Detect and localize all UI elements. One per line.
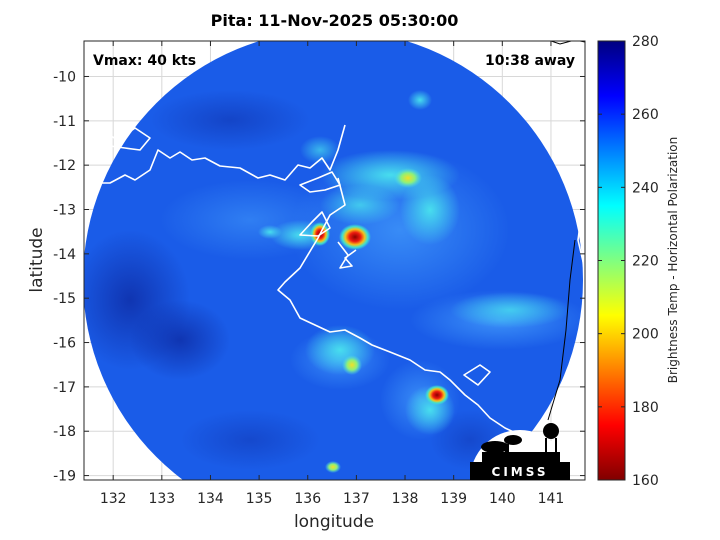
y-tick-label: -14 [53, 247, 76, 263]
x-tick-label: 133 [148, 491, 175, 507]
y-tick-label: -12 [53, 158, 76, 174]
coastline [84, 124, 585, 466]
coastline-outside-swath [547, 41, 585, 421]
colorbar [597, 40, 626, 481]
brightness-temperature-swath [84, 41, 583, 480]
colorbar-tick-label: 180 [632, 400, 659, 416]
colorbar-ticks: 160 180 200 220 240 260 280 [598, 34, 659, 489]
y-tick-label: -10 [53, 69, 76, 85]
x-tick-label: 141 [538, 491, 565, 507]
x-tick-labels: 132 133 134 135 136 137 138 139 140 141 [100, 491, 565, 507]
y-tick-label: -16 [53, 336, 76, 352]
x-tick-label: 136 [294, 491, 321, 507]
colorbar-tick-label: 280 [632, 34, 659, 50]
x-tick-label: 132 [100, 491, 127, 507]
plot-frame [83, 40, 586, 481]
x-tick-label: 134 [197, 491, 224, 507]
colorbar-label: Brightness Temp - Horizontal Polarizatio… [666, 137, 680, 384]
x-tick-label: 139 [440, 491, 467, 507]
y-tick-label: -19 [53, 469, 76, 485]
colorbar-tick-label: 260 [632, 107, 659, 123]
logo-text: CIMSS [492, 465, 549, 479]
colorbar-tick-label: 220 [632, 254, 659, 270]
y-tick-labels: -10 -11 -12 -13 -14 -15 -16 -17 -18 -19 [53, 69, 76, 484]
x-tick-label: 138 [392, 491, 419, 507]
y-tick-label: -11 [53, 114, 76, 130]
x-tick-label: 140 [489, 491, 516, 507]
y-tick-label: -18 [53, 424, 76, 440]
colorbar-tick-label: 160 [632, 473, 659, 489]
vmax-label: Vmax: 40 kts [93, 53, 197, 69]
y-tick-label: -15 [53, 291, 76, 307]
colorbar-tick-label: 200 [632, 327, 659, 343]
away-label: 10:38 away [485, 53, 575, 69]
y-tick-label: -17 [53, 380, 76, 396]
cimss-logo: CIMSS [470, 423, 570, 480]
map-title: Pita: 11-Nov-2025 05:30:00 [210, 11, 459, 30]
y-tick-label: -13 [53, 203, 76, 219]
x-axis-label: longitude [294, 512, 374, 532]
colorbar-tick-label: 240 [632, 180, 659, 196]
x-tick-label: 135 [246, 491, 273, 507]
y-axis-label: latitude [27, 227, 47, 292]
x-tick-label: 137 [343, 491, 370, 507]
